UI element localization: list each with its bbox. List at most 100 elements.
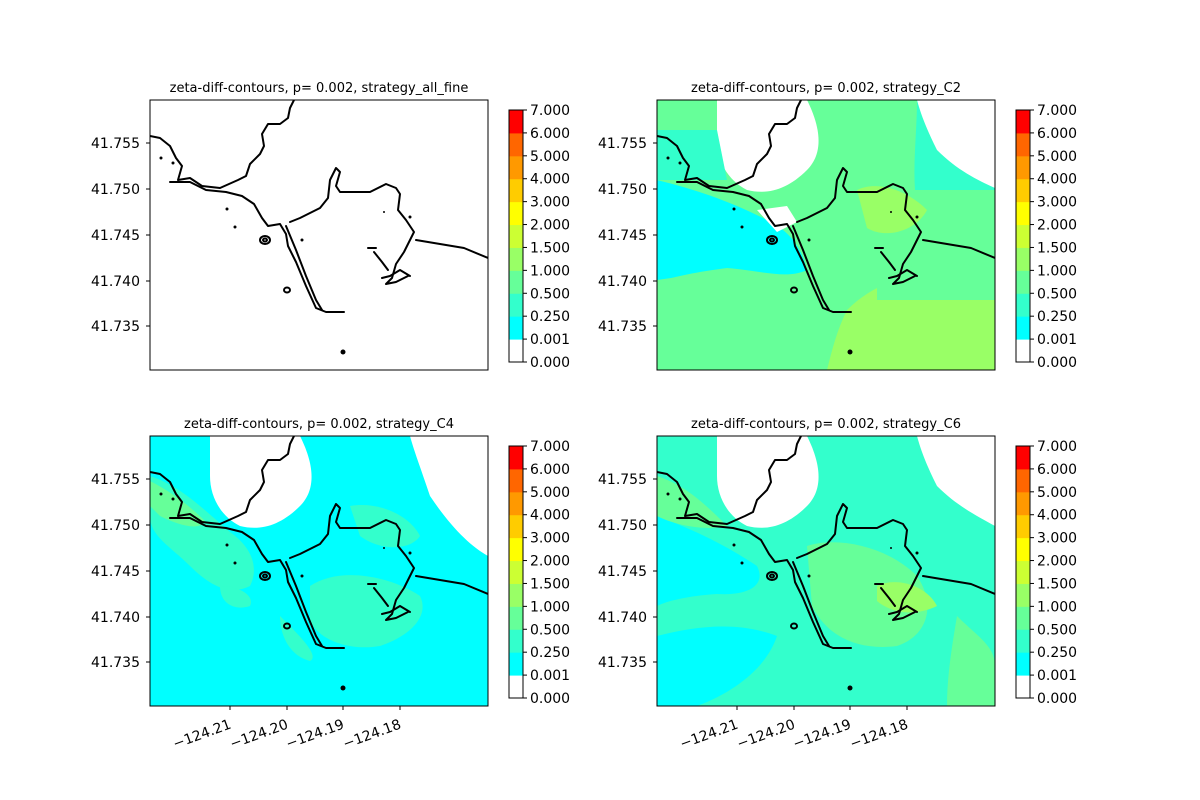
- colorbar-label: 7.000: [530, 103, 570, 119]
- colorbar-swatch: [1016, 132, 1030, 157]
- colorbar-swatch: [509, 178, 523, 203]
- plot-area: [657, 436, 995, 706]
- y-tick-label: 41.755: [91, 136, 140, 152]
- colorbar-label: 5.000: [1037, 485, 1077, 501]
- y-tick-label: 41.750: [598, 182, 647, 198]
- colorbar-swatch: [1016, 491, 1030, 516]
- colorbar-swatch: [509, 560, 523, 584]
- y-tick-label: 41.745: [91, 564, 140, 580]
- x-tick-label: −124.18: [341, 717, 404, 753]
- colorbar-frame: [1015, 109, 1031, 363]
- colorbar-label: 0.000: [1037, 355, 1077, 371]
- x-tick-label: −124.21: [171, 717, 234, 753]
- colorbar-swatch: [509, 132, 523, 157]
- colorbar-label: 7.000: [1037, 103, 1077, 119]
- colorbar-label: 1.500: [530, 576, 570, 592]
- colorbar-label: 4.000: [530, 172, 570, 188]
- colorbar-label: 5.000: [530, 149, 570, 165]
- y-tick-label: 41.745: [598, 228, 647, 244]
- colorbar-label: 0.250: [1037, 309, 1077, 325]
- colorbar-swatch: [509, 606, 523, 630]
- colorbar: 0.000 0.001 0.250 0.500 1.000 1.500 2.000 3.000…: [1015, 103, 1077, 371]
- colorbar-frame: [508, 109, 524, 363]
- y-tick-label: 41.750: [598, 518, 647, 534]
- colorbar-label: 6.000: [1037, 126, 1077, 142]
- panel-title: zeta-diff-contours, p= 0.002, strategy_C…: [184, 417, 454, 432]
- colorbar-label: 4.000: [1037, 172, 1077, 188]
- colorbar-swatch: [1016, 606, 1030, 630]
- colorbar-swatch: [1016, 446, 1030, 470]
- y-tick-label: 41.755: [91, 472, 140, 488]
- colorbar-label: 3.000: [1037, 531, 1077, 547]
- panel-title: zeta-diff-contours, p= 0.002, strategy_C…: [691, 417, 961, 432]
- colorbar-swatch: [509, 652, 523, 676]
- colorbar-swatch: [509, 155, 523, 180]
- colorbar-swatch: [1016, 652, 1030, 676]
- y-tick-label: 41.740: [91, 610, 140, 626]
- colorbar-swatch: [1016, 201, 1030, 226]
- colorbar-swatch: [509, 629, 523, 653]
- colorbar-swatch: [1016, 270, 1030, 294]
- y-tick-label: 41.755: [598, 136, 647, 152]
- x-tick-label: −124.20: [735, 717, 798, 753]
- colorbar-label: 0.500: [530, 286, 570, 302]
- colorbar-label: 0.000: [530, 355, 570, 371]
- colorbar-swatch: [509, 270, 523, 294]
- colorbar-swatch: [1016, 514, 1030, 539]
- y-tick-label: 41.750: [91, 518, 140, 534]
- colorbar-swatch: [509, 446, 523, 470]
- colorbar-swatch: [1016, 247, 1030, 271]
- y-tick-label: 41.735: [91, 655, 140, 671]
- panel-1: zeta-diff-contours, p= 0.002, strategy_a…: [91, 81, 570, 371]
- plot-area: [150, 100, 488, 356]
- colorbar-swatch: [1016, 155, 1030, 180]
- colorbar: 0.000 0.001 0.250 0.500 1.000 1.500 2.000 3.000…: [508, 103, 570, 371]
- colorbar-swatch: [509, 491, 523, 516]
- y-tick-label: 41.745: [91, 228, 140, 244]
- colorbar-swatch: [509, 110, 523, 134]
- colorbar-label: 1.500: [530, 240, 570, 256]
- panel-3: zeta-diff-contours, p= 0.002, strategy_C…: [91, 417, 570, 753]
- y-tick-label: 41.755: [598, 472, 647, 488]
- contour-fill: [657, 436, 995, 706]
- colorbar-swatch: [509, 468, 523, 493]
- x-tick-label: −124.20: [228, 717, 291, 753]
- colorbar: 0.000 0.001 0.250 0.500 1.000 1.500 2.000 3.000…: [1015, 439, 1077, 707]
- colorbar-swatch: [1016, 675, 1030, 699]
- axes-frame: [149, 99, 489, 371]
- colorbar-label: 3.000: [530, 195, 570, 211]
- colorbar-label: 1.000: [530, 599, 570, 615]
- colorbar-label: 3.000: [530, 531, 570, 547]
- colorbar-label: 0.500: [1037, 622, 1077, 638]
- contour-fill: [657, 100, 995, 370]
- colorbar-swatch: [1016, 629, 1030, 653]
- colorbar-label: 1.000: [1037, 263, 1077, 279]
- y-tick-label: 41.735: [598, 655, 647, 671]
- colorbar-label: 0.000: [1037, 691, 1077, 707]
- x-tick-label: −124.18: [848, 717, 911, 753]
- panel-title: zeta-diff-contours, p= 0.002, strategy_C…: [691, 81, 961, 96]
- y-tick-label: 41.735: [91, 319, 140, 335]
- colorbar-label: 4.000: [1037, 508, 1077, 524]
- colorbar-label: 2.000: [530, 554, 570, 570]
- colorbar-swatch: [509, 583, 523, 607]
- colorbar: 0.000 0.001 0.250 0.500 1.000 1.500 2.000 3.000…: [508, 439, 570, 707]
- colorbar-label: 7.000: [530, 439, 570, 455]
- colorbar-label: 0.500: [530, 622, 570, 638]
- panel-title: zeta-diff-contours, p= 0.002, strategy_a…: [170, 81, 469, 96]
- y-tick-label: 41.740: [598, 274, 647, 290]
- colorbar-frame: [508, 445, 524, 699]
- colorbar-frame: [1015, 445, 1031, 699]
- plot-area: [150, 436, 488, 706]
- colorbar-label: 6.000: [530, 462, 570, 478]
- y-tick-label: 41.745: [598, 564, 647, 580]
- colorbar-swatch: [1016, 537, 1030, 562]
- colorbar-swatch: [509, 514, 523, 539]
- contour-fill: [150, 436, 488, 706]
- colorbar-swatch: [1016, 224, 1030, 248]
- colorbar-swatch: [1016, 560, 1030, 584]
- colorbar-label: 0.250: [530, 645, 570, 661]
- colorbar-label: 0.500: [1037, 286, 1077, 302]
- x-tick-label: −124.19: [284, 717, 347, 753]
